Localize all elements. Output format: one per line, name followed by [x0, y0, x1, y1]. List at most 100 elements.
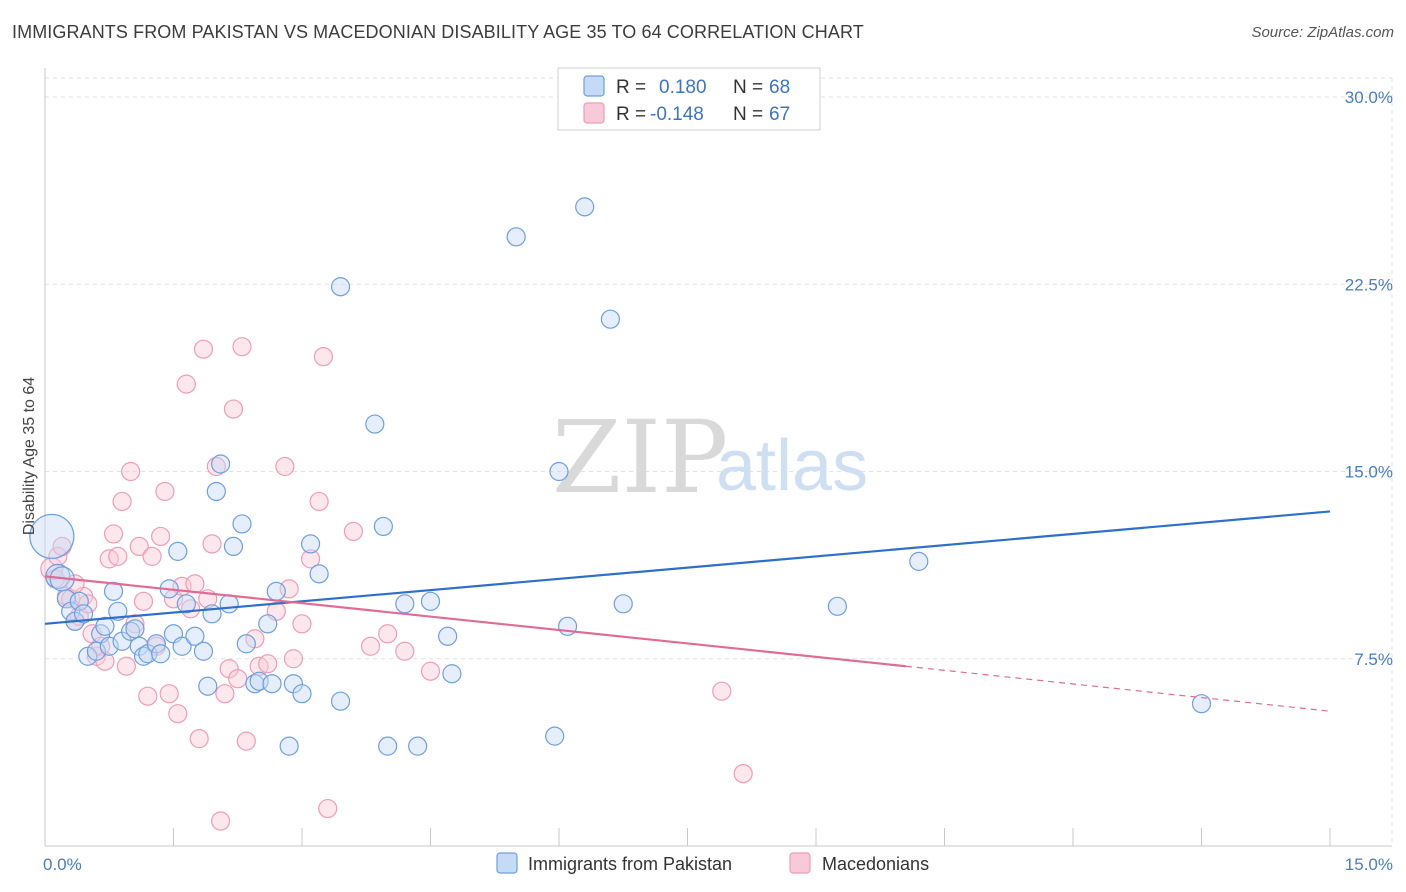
pakistan-point-26 — [172, 636, 192, 656]
y-tick-label-2: 22.5% — [1345, 275, 1393, 294]
macedonian-point-56 — [309, 491, 329, 512]
pakistan-point-0 — [29, 513, 75, 560]
pakistan-point-67 — [1191, 694, 1212, 714]
pakistan-point-50 — [365, 414, 385, 434]
macedonian-point-18 — [116, 656, 136, 676]
macedonian-point-45 — [232, 337, 252, 357]
macedonian-point-28 — [159, 684, 179, 704]
pakistan-point-63 — [600, 309, 621, 329]
macedonian-point-24 — [142, 546, 162, 566]
macedonian-point-63 — [420, 661, 441, 681]
pakistan-point-34 — [219, 594, 239, 614]
macedonian-point-41 — [215, 684, 235, 704]
pakistan-point-51 — [373, 516, 393, 537]
macedonian-point-40 — [211, 811, 231, 831]
pakistan-point-36 — [232, 514, 252, 534]
macedonian-point-22 — [133, 591, 154, 611]
pakistan-point-22 — [151, 644, 171, 664]
x-tick-label-1: 15.0% — [1345, 855, 1393, 874]
pakistan-point-12 — [99, 636, 119, 656]
pakistan-point-59 — [545, 726, 565, 746]
pakistan-point-62 — [575, 197, 595, 217]
legend-r-value-2: -0.148 — [650, 104, 704, 125]
y-tick-label-3: 30.0% — [1345, 88, 1393, 107]
macedonian-point-36 — [193, 339, 214, 359]
pakistan-point-46 — [300, 534, 321, 554]
macedonian-point-34 — [185, 574, 205, 594]
source-label: Source: ZipAtlas.com — [1251, 24, 1394, 41]
macedonian-point-54 — [292, 614, 312, 634]
correlation-legend: R = 0.180 N = 68 R = -0.148 N = 67 — [557, 67, 821, 131]
legend-n-label-1: N = — [733, 77, 763, 98]
pakistan-point-45 — [292, 684, 312, 704]
pakistan-trend-line — [44, 510, 1331, 625]
pakistan-point-29 — [193, 641, 214, 661]
macedonian-point-17 — [112, 491, 132, 512]
pakistan-point-14 — [108, 601, 128, 621]
pakistan-point-43 — [279, 736, 299, 756]
watermark-zip: ZIP — [552, 399, 728, 516]
pakistan-point-53 — [395, 594, 415, 614]
x-tick-labels: 0.0% 15.0% — [43, 855, 1393, 874]
pakistan-point-55 — [420, 591, 441, 611]
axes — [44, 68, 1392, 847]
watermark: ZIP atlas — [552, 399, 868, 516]
pakistan-point-65 — [827, 596, 848, 616]
macedonian-point-21 — [129, 536, 149, 557]
pakistan-point-32 — [206, 481, 226, 502]
macedonian-point-55 — [300, 549, 321, 569]
pakistan-points — [29, 197, 1212, 756]
macedonian-point-60 — [360, 636, 381, 656]
pakistan-point-11 — [95, 616, 115, 636]
pakistan-point-54 — [408, 736, 428, 756]
macedonian-point-16 — [108, 546, 128, 566]
macedonian-point-57 — [313, 347, 334, 367]
macedonian-points — [40, 337, 753, 831]
pakistan-point-49 — [330, 691, 351, 711]
pakistan-point-25 — [168, 541, 188, 561]
x-tick-label-0: 0.0% — [43, 855, 82, 874]
legend-n-value-2: 67 — [769, 104, 790, 125]
pakistan-point-33 — [211, 454, 231, 474]
grid-lines — [45, 77, 1393, 846]
y-tick-labels: 7.5% 15.0% 22.5% 30.0% — [1345, 88, 1393, 669]
legend-r-value-1: 0.180 — [659, 77, 707, 98]
legend-n-label-2: N = — [733, 104, 763, 125]
macedonian-point-65 — [733, 763, 753, 784]
pakistan-point-13 — [103, 581, 124, 601]
macedonian-point-38 — [202, 534, 222, 554]
legend-r-label-1: R = — [616, 77, 646, 98]
y-axis-title: Disability Age 35 to 64 — [21, 377, 38, 535]
pakistan-point-47 — [309, 564, 329, 584]
pakistan-point-40 — [258, 614, 278, 634]
pakistan-point-30 — [198, 676, 218, 696]
legend-swatch-macedonian — [583, 102, 605, 124]
pakistan-point-37 — [236, 634, 256, 654]
macedonian-point-49 — [258, 654, 278, 674]
pakistan-point-7 — [73, 604, 94, 624]
macedonian-point-53 — [283, 649, 304, 669]
macedonian-point-26 — [151, 526, 171, 547]
macedonian-point-61 — [378, 624, 398, 644]
macedonian-point-2 — [48, 546, 68, 566]
macedonian-point-51 — [275, 456, 295, 477]
macedonian-point-62 — [395, 641, 415, 661]
macedonian-point-23 — [138, 686, 158, 706]
bottom-legend-macedonian: Macedonians — [822, 854, 929, 874]
legend-r-label-2: R = — [616, 104, 646, 125]
pakistan-point-42 — [266, 581, 286, 601]
bottom-swatch-pakistan — [496, 852, 518, 874]
pakistan-point-57 — [442, 664, 462, 684]
pakistan-point-58 — [506, 227, 526, 247]
chart-title: IMMIGRANTS FROM PAKISTAN VS MACEDONIAN D… — [12, 22, 864, 42]
macedonian-point-44 — [228, 669, 248, 689]
bottom-swatch-macedonian — [789, 852, 811, 874]
macedonian-point-35 — [189, 729, 209, 749]
pakistan-point-41 — [262, 674, 282, 694]
macedonian-point-46 — [236, 731, 256, 751]
macedonian-point-58 — [318, 798, 338, 819]
watermark-atlas: atlas — [716, 426, 868, 506]
pakistan-point-64 — [613, 594, 633, 614]
macedonian-point-27 — [155, 481, 175, 502]
